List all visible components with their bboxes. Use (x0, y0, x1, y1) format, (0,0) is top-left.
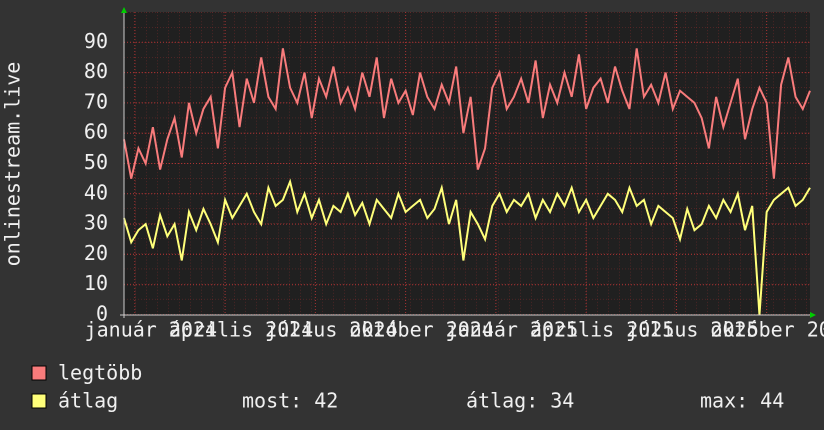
x-tick-label: október 2025 (710, 318, 824, 342)
y-tick-label: 80 (84, 59, 108, 83)
x-tick-label: április 2025 (530, 318, 675, 342)
series-line (123, 48, 811, 179)
legend-swatch (31, 365, 47, 381)
y-tick-label: 50 (84, 150, 108, 174)
x-tick-label: január 2024 (85, 318, 217, 342)
stat-label: max: (700, 389, 748, 413)
stat-value: 34 (550, 389, 574, 413)
x-tick-label: január 2025 (446, 318, 578, 342)
x-tick-label: július 2025 (626, 318, 758, 342)
x-arrow (810, 312, 816, 318)
stat-label: most: (242, 389, 302, 413)
y-tick-label: 90 (84, 29, 108, 53)
legend-swatch (31, 393, 47, 409)
stat-label: átlag: (466, 389, 538, 413)
x-tick-label: július 2024 (265, 318, 397, 342)
y-tick-label: 70 (84, 89, 108, 113)
y-tick-label: 60 (84, 120, 108, 144)
stat-value: 44 (760, 389, 784, 413)
legend-label: átlag (58, 389, 118, 413)
series-line (123, 178, 811, 316)
y-axis-label: onlinestream.live (1, 62, 25, 267)
y-arrow (121, 7, 127, 13)
y-tick-label: 20 (84, 241, 108, 265)
x-tick-label: október 2024 (349, 318, 494, 342)
stat-value: 42 (314, 389, 338, 413)
y-tick-label: 30 (84, 211, 108, 235)
legend-label: legtöbb (58, 361, 142, 385)
y-tick-label: 40 (84, 180, 108, 204)
x-tick-label: április 2024 (169, 318, 314, 342)
y-tick-label: 10 (84, 271, 108, 295)
y-tick-label: 0 (96, 302, 108, 326)
